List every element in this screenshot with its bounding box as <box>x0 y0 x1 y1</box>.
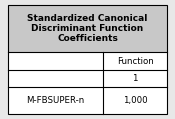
Text: Function: Function <box>117 57 154 65</box>
Text: 1,000: 1,000 <box>123 96 148 105</box>
Bar <box>8 5 167 52</box>
Text: Standardized Canonical
Discriminant Function
Coefficients: Standardized Canonical Discriminant Func… <box>27 14 148 43</box>
Bar <box>8 52 167 114</box>
Text: M-FBSUPER-n: M-FBSUPER-n <box>27 96 85 105</box>
Text: 1: 1 <box>132 74 138 83</box>
